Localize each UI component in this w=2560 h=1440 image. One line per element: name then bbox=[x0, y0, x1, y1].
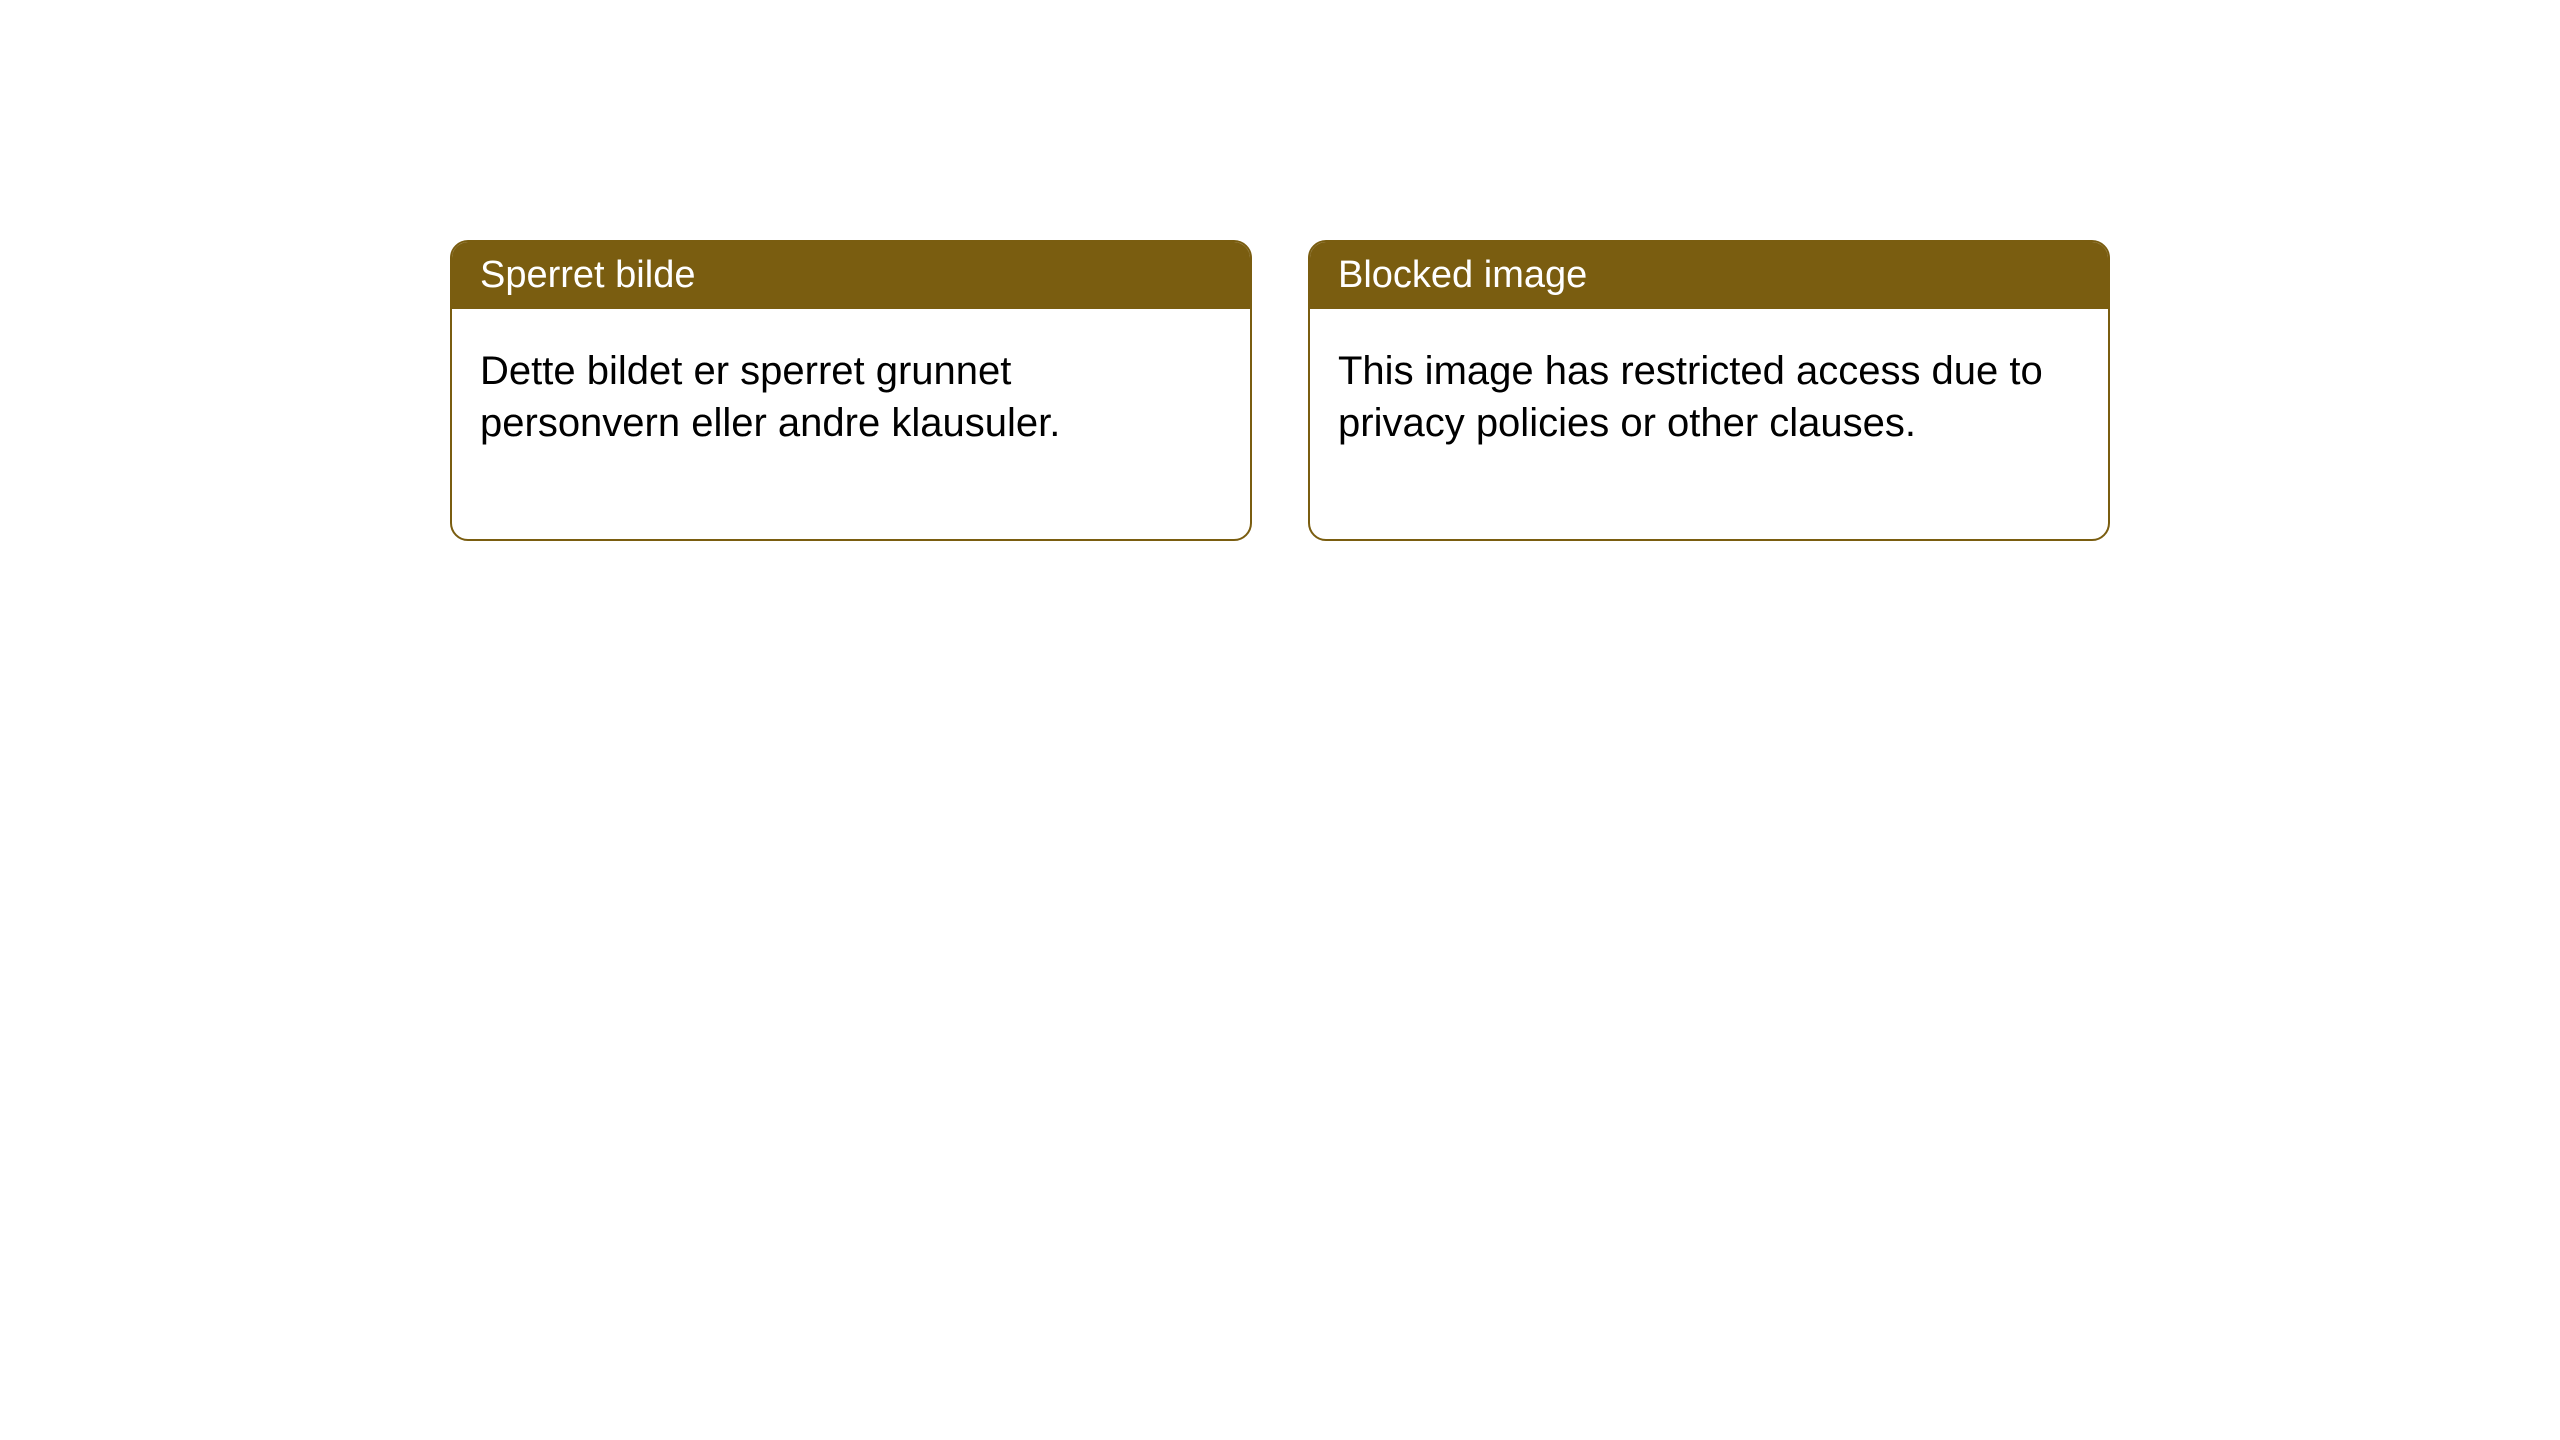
card-message-en: This image has restricted access due to … bbox=[1338, 349, 2043, 445]
card-header-no: Sperret bilde bbox=[452, 242, 1250, 309]
card-title-en: Blocked image bbox=[1338, 254, 1587, 296]
card-body-en: This image has restricted access due to … bbox=[1310, 309, 2108, 539]
card-header-en: Blocked image bbox=[1310, 242, 2108, 309]
card-body-no: Dette bildet er sperret grunnet personve… bbox=[452, 309, 1250, 539]
blocked-image-card-en: Blocked image This image has restricted … bbox=[1308, 240, 2110, 541]
card-title-no: Sperret bilde bbox=[480, 254, 695, 296]
blocked-image-card-no: Sperret bilde Dette bildet er sperret gr… bbox=[450, 240, 1252, 541]
cards-container: Sperret bilde Dette bildet er sperret gr… bbox=[0, 0, 2560, 541]
card-message-no: Dette bildet er sperret grunnet personve… bbox=[480, 349, 1060, 445]
